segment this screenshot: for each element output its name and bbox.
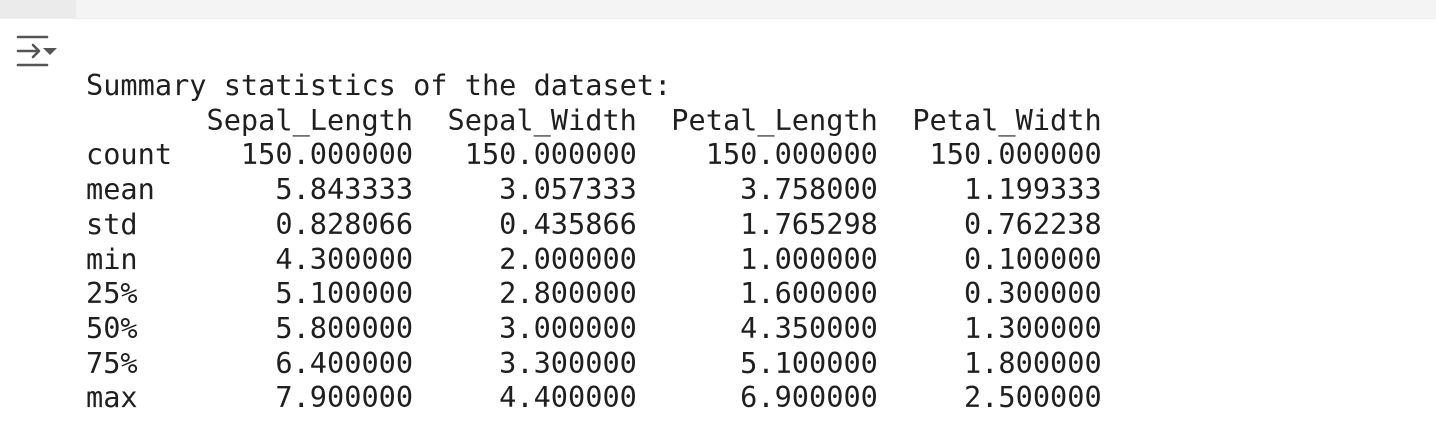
cell-top-bar [0, 0, 1436, 19]
table-row-max: max 7.900000 4.400000 6.900000 2.500000 [86, 380, 1102, 415]
cell-gutter [0, 0, 76, 18]
table-row-25: 25% 5.100000 2.800000 1.600000 0.300000 [86, 276, 1102, 311]
table-row-mean: mean 5.843333 3.057333 3.758000 1.199333 [86, 172, 1102, 207]
cell-output: Summary statistics of the dataset: Sepal… [86, 68, 1102, 415]
table-row-75: 75% 6.400000 3.300000 5.100000 1.800000 [86, 345, 1102, 380]
table-row-50: 50% 5.800000 3.000000 4.350000 1.300000 [86, 310, 1102, 345]
table-row-std: std 0.828066 0.435866 1.765298 0.762238 [86, 206, 1102, 241]
table-header-row: Sepal_Length Sepal_Width Petal_Length Pe… [86, 102, 1102, 137]
table-row-count: count 150.000000 150.000000 150.000000 1… [86, 137, 1102, 172]
expand-output-icon[interactable] [14, 34, 62, 72]
output-title: Summary statistics of the dataset: [86, 68, 672, 102]
table-row-min: min 4.300000 2.000000 1.000000 0.100000 [86, 241, 1102, 276]
